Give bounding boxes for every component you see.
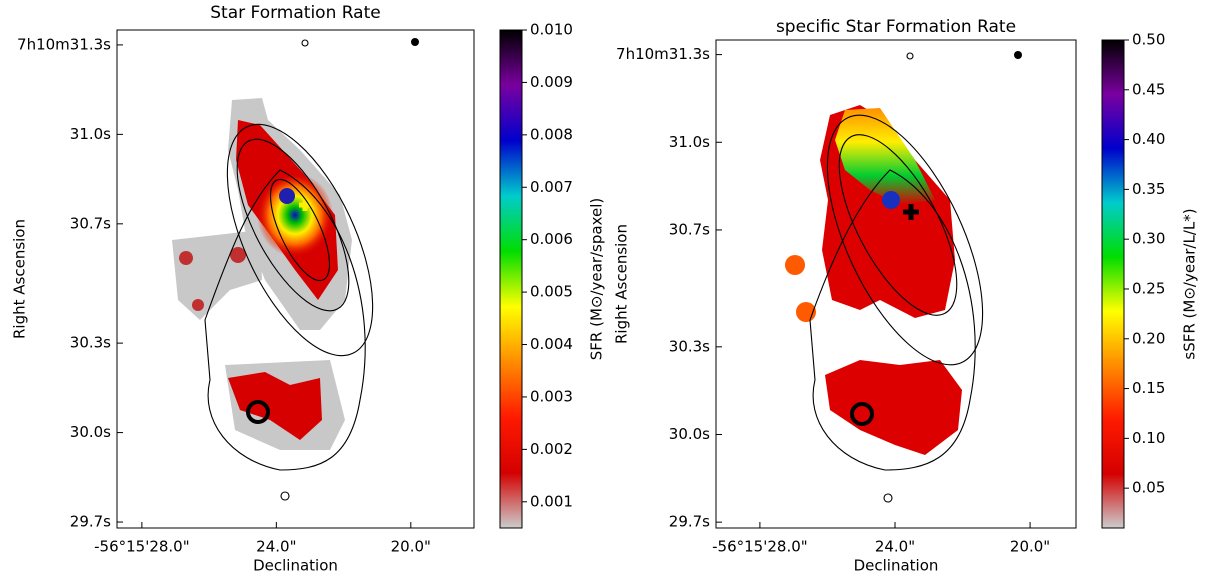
colorbar-tick-label: 0.40: [1132, 130, 1165, 148]
colorbar-tick-label: 0.005: [530, 283, 573, 301]
colorbar-label: SFR (M⊙/year/spaxel): [588, 198, 606, 360]
colorbar-tick-label: 0.10: [1132, 429, 1165, 447]
x-axis-label: Declination: [253, 557, 338, 575]
y-tick-label: 30.0s: [70, 423, 111, 441]
chart-title: Star Formation Rate: [210, 3, 380, 23]
y-tick-label: 30.0s: [669, 425, 710, 443]
colorbar-tick-label: 0.004: [530, 335, 573, 353]
y-tick-label: 31.0s: [70, 125, 111, 143]
colorbar-tick-label: 0.30: [1132, 230, 1165, 248]
colorbar-tick-label: 0.007: [530, 178, 573, 196]
y-tick-label: 29.7s: [70, 513, 111, 531]
y-tick-label: 7h10m31.3s: [616, 45, 710, 63]
axes-frame: [715, 39, 1077, 529]
colorbar-tick-label: 0.15: [1132, 379, 1165, 397]
x-tick-label: -56°15'28.0": [712, 538, 808, 556]
colorbar-tick-label: 0.35: [1132, 180, 1165, 198]
y-tick-label: 29.7s: [669, 513, 710, 531]
x-tick-label: -56°15'28.0": [94, 538, 190, 556]
colorbar-tick-label: 0.009: [530, 73, 573, 91]
chart-title: specific Star Formation Rate: [776, 17, 1016, 37]
colorbar-tick-label: 0.50: [1132, 31, 1165, 49]
y-tick-label: 31.0s: [669, 133, 710, 151]
colorbar: [1101, 39, 1125, 529]
colorbar-tick-label: 0.05: [1132, 479, 1165, 497]
y-tick-label: 30.3s: [669, 337, 710, 355]
colorbar-tick-label: 0.45: [1132, 80, 1165, 98]
colorbar-tick-label: 0.006: [530, 230, 573, 248]
y-tick-label: 30.3s: [70, 334, 111, 352]
ssfr-map: [785, 51, 1022, 503]
y-tick-label: 30.7s: [70, 214, 111, 232]
sfr-map: [172, 38, 419, 501]
colorbar-tick-label: 0.010: [530, 21, 573, 39]
axes-frame: [116, 29, 475, 529]
colorbar-tick-label: 0.001: [530, 492, 573, 510]
x-axis-label: Declination: [854, 557, 939, 575]
colorbar: [499, 29, 523, 529]
colorbar-tick-label: 0.008: [530, 125, 573, 143]
x-tick-label: 20.0": [391, 538, 431, 556]
x-tick-label: 20.0": [1010, 538, 1050, 556]
colorbar-tick-label: 0.20: [1132, 329, 1165, 347]
colorbar-tick-label: 0.003: [530, 387, 573, 405]
y-axis-label: Right Ascension: [11, 219, 29, 339]
y-tick-label: 30.7s: [669, 220, 710, 238]
colorbar-tick-label: 0.002: [530, 440, 573, 458]
y-tick-label: 7h10m31.3s: [17, 35, 111, 53]
colorbar-label: sSFR (M⊙/year/L/L*): [1181, 208, 1199, 359]
x-tick-label: 24.0": [875, 538, 915, 556]
x-tick-label: 24.0": [256, 538, 296, 556]
y-axis-label: Right Ascension: [613, 224, 631, 344]
colorbar-tick-label: 0.25: [1132, 279, 1165, 297]
